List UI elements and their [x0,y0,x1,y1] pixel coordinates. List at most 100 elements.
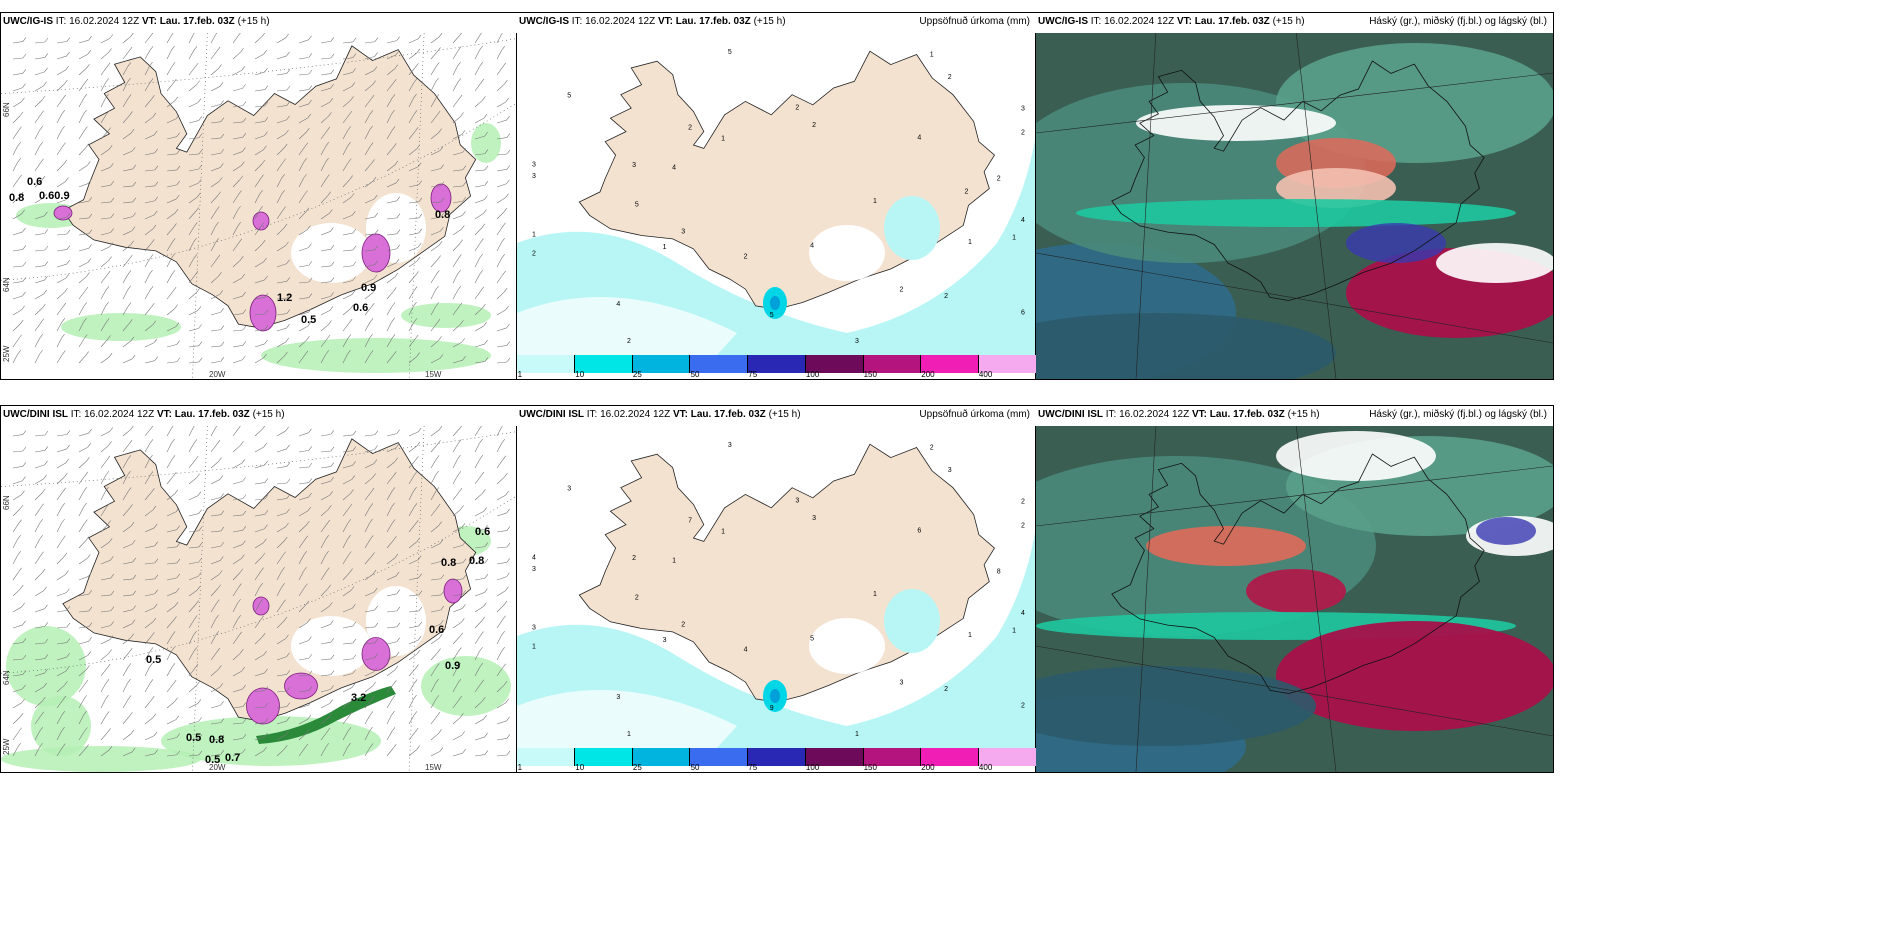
wind-barb [430,132,439,140]
wind-barb-feather [325,535,330,540]
wind-barb-feather [326,334,331,340]
wind-barb [386,447,397,453]
wind-barb [144,185,155,188]
wind-barb-feather [62,142,66,147]
wind-barb [166,511,177,517]
wind-barb-feather [108,441,112,446]
wind-barb-feather [371,303,375,308]
wind-barb-feather [306,127,310,133]
wind-barb-feather [17,534,21,540]
wind-barb [386,291,394,300]
wind-barb [144,607,155,613]
wind-barb-feather [105,711,110,716]
wind-barb [298,39,309,44]
wind-barb-feather [109,635,114,640]
wind-barb-feather [219,683,224,688]
wind-barb [166,274,173,284]
wind-barb-feather [238,190,242,195]
wind-barb [430,358,441,364]
wind-barb [56,462,66,469]
wind-barb-feather [87,443,92,448]
wind-barb-feather [193,439,198,444]
wind-barb [166,344,177,348]
wind-barb [474,683,482,693]
wind-barb-feather [106,503,110,508]
wind-barb [12,494,22,501]
wind-barb [342,465,353,469]
wind-barb-feather [152,617,157,623]
wind-barb-feather [462,574,467,580]
wind-barb [210,738,221,741]
wind-barb-feather [284,351,288,357]
wind-barb-feather [242,526,247,531]
wind-barb [364,307,372,316]
wind-barb [210,104,221,108]
wind-barb-feather [215,631,220,636]
wind-barb [122,443,130,453]
wind-barb-feather [415,271,419,276]
wind-barb [78,731,85,741]
wind-barb-feather [44,67,48,73]
wind-barb [166,169,177,172]
panel-header-strip [517,406,1036,426]
wind-barb-feather [329,306,334,311]
wind-barb-feather [66,444,70,450]
wind-barb-feather [264,339,268,345]
wind-barb-feather [196,288,200,293]
wind-barb-feather [439,354,444,359]
wind-barb-feather [198,526,203,531]
wind-barb-feather [391,695,396,700]
wind-barb [78,491,85,501]
wind-barb-feather [198,542,203,548]
precip-contour-label: 8 [997,569,1001,576]
colorbar-segment [690,355,749,373]
rain-area [421,656,511,716]
wind-barb [232,706,243,709]
wind-barb [56,55,67,60]
wind-barb [430,444,438,453]
wind-barb-feather [18,126,22,131]
wind-barb-feather [127,62,132,67]
wind-barb-feather [130,128,135,134]
wind-barb [56,574,66,581]
wind-barb [188,634,194,645]
wind-barb [144,134,155,140]
wind-barb [298,704,309,709]
wind-barb [78,165,88,172]
wind-barb [166,227,174,236]
wind-barb-feather [176,357,181,362]
wind-barb-feather [193,46,198,51]
wind-barb [144,527,155,533]
wind-barb-feather [44,245,49,251]
wind-barb-feather [283,223,288,229]
wind-barb-feather [439,747,444,752]
snow-precip-area [361,233,391,273]
wind-barb [342,731,349,741]
wind-barb-feather [198,341,203,346]
wind-barb [430,168,441,172]
wind-barb [496,667,503,677]
wind-barb [276,620,285,629]
wind-barb-feather [347,126,352,131]
wind-barb [452,509,461,517]
wind-barb [430,491,437,501]
wind-barb [364,354,371,364]
wind-barb-feather [216,254,221,260]
wind-barb [166,701,175,709]
wind-barb [100,560,111,565]
colorbar-tick: 100 [805,370,820,379]
wind-barb-feather [39,534,43,540]
wind-barb-feather [325,743,330,748]
wind-barb [56,434,67,437]
colorbar-segment [517,355,575,373]
wind-barb [320,324,329,332]
wind-barb [276,587,282,597]
snow-area [809,225,885,281]
wind-barb [12,178,19,188]
wind-barb [452,169,463,172]
wind-barb-feather [417,555,422,560]
map-layer [1036,423,1553,772]
wind-barb-feather [44,53,49,58]
wind-barb [188,345,199,348]
cloud-layer-area [1346,223,1446,263]
